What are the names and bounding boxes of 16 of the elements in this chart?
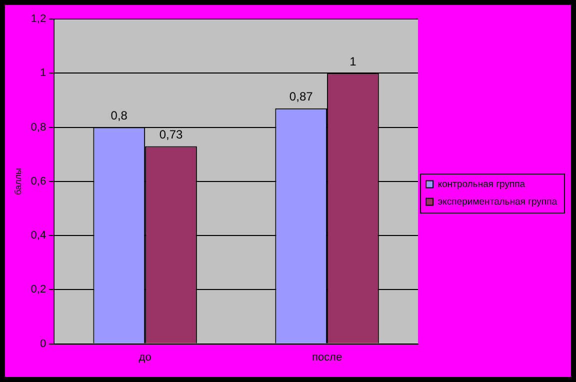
x-tick-label: после [312,351,342,364]
x-tick-label: до [138,351,152,364]
y-axis-title: баллы [12,168,23,195]
y-tick-label: 0,8 [30,121,46,134]
y-tick-label: 1 [40,67,46,80]
data-label: 0,87 [289,90,314,104]
y-tick-label: 0 [40,338,46,350]
data-label: 1 [350,54,357,68]
y-tick-label: 0,4 [30,230,46,242]
y-tick-label: 1,2 [30,13,46,26]
data-label: 0,8 [110,108,128,123]
legend-label: контрольная группа [438,178,526,190]
data-label: 0,73 [159,128,184,142]
y-tick-label: 0,2 [30,284,46,296]
y-tick-label: 0,6 [30,175,46,188]
legend-label: экспериментальная группа [438,196,558,208]
